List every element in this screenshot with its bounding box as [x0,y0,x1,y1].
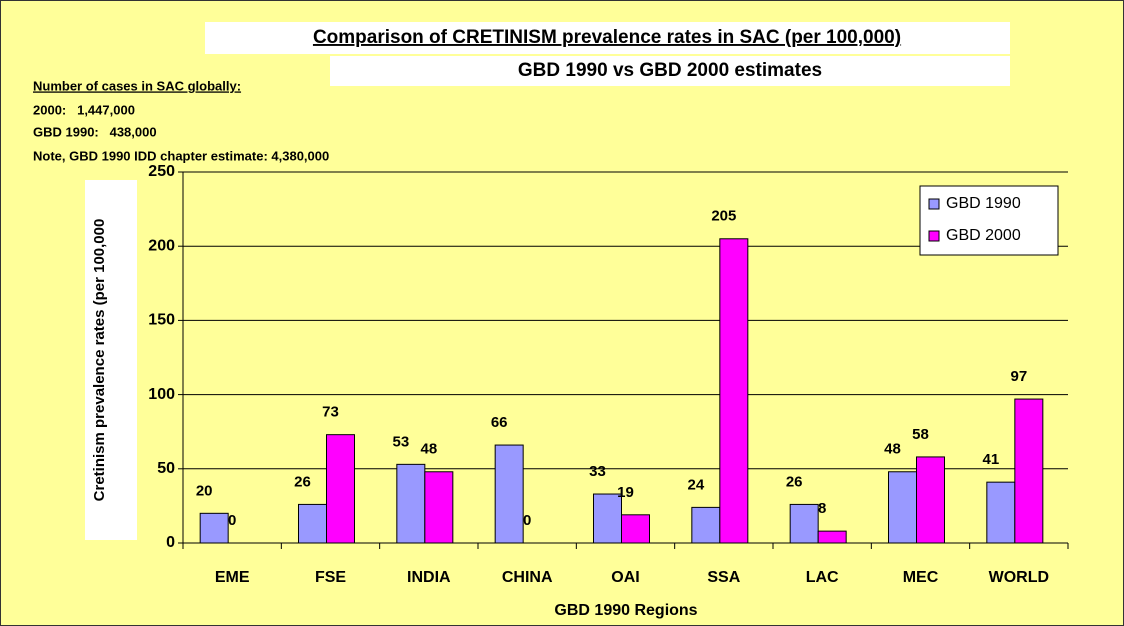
bar [1014,398,1044,544]
title-box [205,22,1010,54]
annotation: 2000: 1,447,000 [33,102,135,117]
legend-label: GBD 2000 [946,227,1021,244]
data-label: 33 [589,463,606,480]
data-label: 8 [818,500,826,517]
legend-box [919,185,1059,256]
data-label: 73 [322,404,339,421]
data-label: 41 [982,451,999,468]
bar [199,512,229,544]
y-tick-label: 200 [148,237,175,254]
bar [888,471,917,544]
y-tick-label: 250 [148,163,175,180]
bar [424,471,454,544]
x-tick-label: OAI [611,569,639,586]
legend-label: GBD 1990 [946,195,1021,212]
x-tick-label: CHINA [502,569,553,586]
x-tick-label: LAC [806,569,839,586]
x-tick-label: EME [215,569,250,586]
annotation: GBD 1990: 438,000 [33,124,157,139]
chart-subtitle: GBD 1990 vs GBD 2000 estimates [518,60,822,81]
data-label: 24 [687,476,704,493]
x-tick-label: FSE [315,569,346,586]
data-label: 0 [228,512,236,529]
legend-swatch [928,198,940,210]
data-label: 19 [617,484,634,501]
y-label-box [85,180,137,540]
x-tick-label: SSA [707,569,740,586]
data-label: 26 [294,473,311,490]
bar [817,530,847,544]
y-axis-label: Cretinism prevalence rates (per 100,000 [91,219,108,502]
bar [691,506,721,544]
bar [494,444,524,544]
chart-title: Comparison of CRETINISM prevalence rates… [313,27,901,48]
data-label: 48 [884,441,901,458]
y-tick-label: 100 [148,386,175,403]
data-label: 58 [912,426,929,443]
bar [396,463,426,544]
y-tick-label: 150 [148,312,175,329]
legend-swatch [928,230,940,242]
data-label: 0 [523,512,531,529]
data-label: 20 [196,482,213,499]
bar [719,238,749,544]
bar [986,481,1016,544]
data-label: 26 [786,473,803,490]
bar [326,434,355,544]
y-tick-label: 0 [166,534,175,551]
x-tick-label: MEC [903,569,939,586]
data-label: 48 [420,441,437,458]
x-tick-label: INDIA [407,569,451,586]
subtitle-box [330,56,1010,86]
bar [789,503,819,544]
annotation: Note, GBD 1990 IDD chapter estimate: 4,3… [33,148,329,163]
x-axis-label: GBD 1990 Regions [554,602,697,619]
y-tick-label: 50 [157,460,175,477]
data-label: 97 [1010,368,1027,385]
bar [298,503,327,544]
bar [621,514,650,544]
data-label: 205 [711,208,736,225]
data-label: 53 [392,433,409,450]
data-label: 66 [491,414,508,431]
x-tick-label: WORLD [989,569,1049,586]
annotation: Number of cases in SAC globally: [33,78,241,93]
bar [593,493,622,544]
bar [916,456,945,544]
